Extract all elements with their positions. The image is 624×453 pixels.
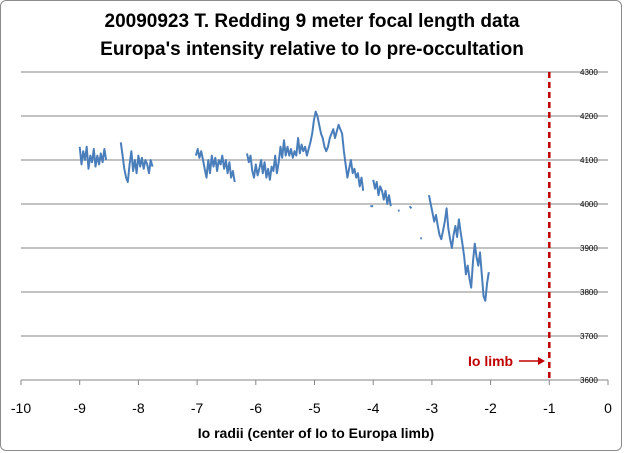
series-0-segment-0 bbox=[78, 145, 108, 170]
x-tick--9: -9 bbox=[73, 400, 86, 416]
y-tick-labels: 3600 3700 3800 3900 4000 4100 4200 4300 bbox=[580, 68, 598, 385]
io-limb-label: Io limb bbox=[468, 353, 513, 369]
y-tick-4000: 4000 bbox=[580, 200, 598, 209]
series-0-segment-4 bbox=[372, 179, 392, 207]
x-tick--1: -1 bbox=[543, 400, 556, 416]
plot-series bbox=[78, 110, 490, 302]
x-axis-label: Io radii (center of Io to Europa limb) bbox=[198, 425, 434, 441]
x-tick--5: -5 bbox=[308, 400, 321, 416]
x-tick-labels: -10 -9 -8 -7 -6 -5 -4 -3 -2 -1 0 bbox=[11, 380, 612, 416]
series-0-segment-2 bbox=[194, 148, 236, 183]
y-tick-4100: 4100 bbox=[580, 156, 598, 165]
x-tick--8: -8 bbox=[132, 400, 145, 416]
chart-title-line2: Europa's intensity relative to Io pre-oc… bbox=[100, 39, 524, 60]
y-tick-4300: 4300 bbox=[580, 68, 598, 77]
x-tick--7: -7 bbox=[191, 400, 204, 416]
y-tick-3700: 3700 bbox=[580, 332, 598, 341]
x-tick--2: -2 bbox=[484, 400, 497, 416]
x-tick--4: -4 bbox=[367, 400, 380, 416]
x-tick--3: -3 bbox=[426, 400, 439, 416]
series-0-segment-8 bbox=[408, 205, 413, 210]
series-0-segment-1 bbox=[119, 142, 154, 183]
y-tick-3800: 3800 bbox=[580, 288, 598, 297]
y-tick-3900: 3900 bbox=[580, 244, 598, 253]
y-tick-4200: 4200 bbox=[580, 112, 598, 121]
x-tick--6: -6 bbox=[250, 400, 263, 416]
x-tick--10: -10 bbox=[11, 400, 31, 416]
chart-title-line1: 20090923 T. Redding 9 meter focal length… bbox=[105, 11, 520, 32]
series-0-segment-3 bbox=[246, 110, 365, 191]
y-tick-3600: 3600 bbox=[580, 376, 598, 385]
io-limb-arrow-head bbox=[538, 357, 545, 365]
x-tick-0: 0 bbox=[604, 400, 612, 416]
series-0-segment-5 bbox=[428, 195, 490, 302]
reference-line-group: Io limb bbox=[468, 72, 551, 380]
